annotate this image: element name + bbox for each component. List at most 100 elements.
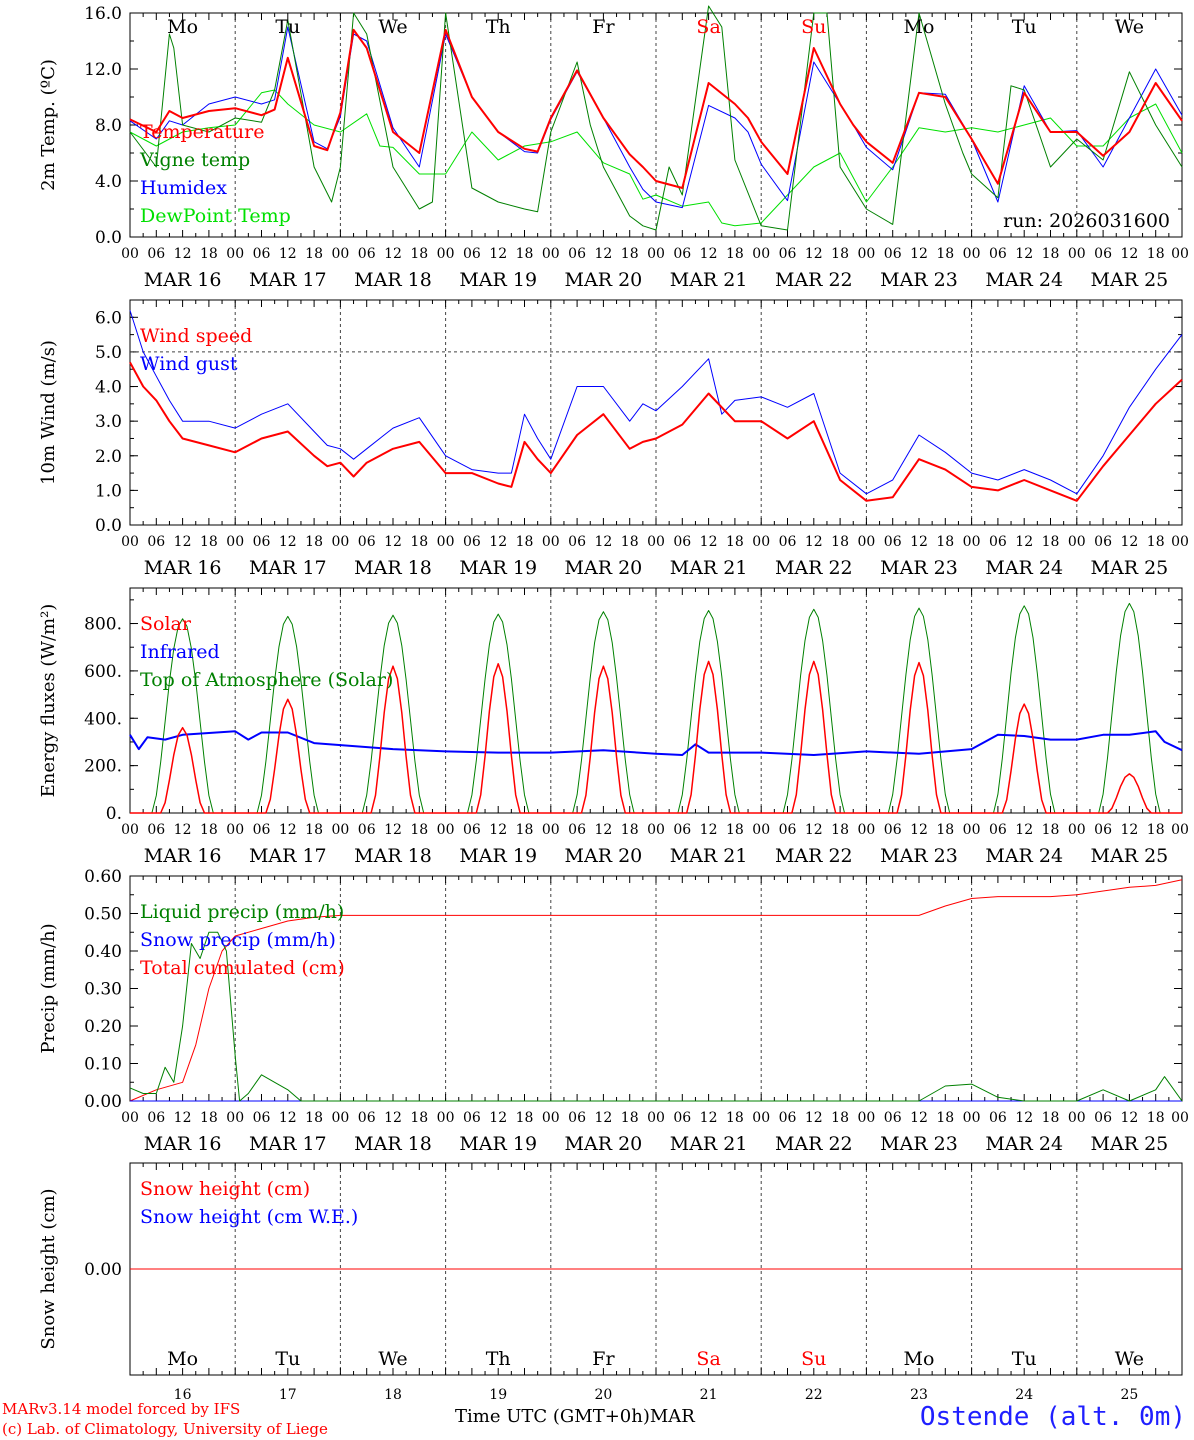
x-axis-month: MAR xyxy=(649,1406,695,1427)
x-hour-label: 06 xyxy=(779,246,797,262)
x-hour-label: 00 xyxy=(1171,1110,1189,1126)
x-hour-label: 00 xyxy=(542,1110,560,1126)
x-hour-label: 12 xyxy=(279,534,297,550)
x-hour-label: 12 xyxy=(910,822,928,838)
x-hour-label: 06 xyxy=(358,534,376,550)
x-hour-label: 18 xyxy=(726,1110,744,1126)
legend-entry: DewPoint Temp xyxy=(140,205,291,227)
x-date-label: MAR 22 xyxy=(775,269,853,291)
x-hour-label: 00 xyxy=(121,1110,139,1126)
y-tick-label: 0.00 xyxy=(84,1092,122,1112)
x-date-label: MAR 20 xyxy=(565,1133,643,1155)
x-hour-label: 00 xyxy=(857,246,875,262)
x-hour-label: 12 xyxy=(805,822,823,838)
x-hour-label: 12 xyxy=(594,246,612,262)
x-hour-label: 00 xyxy=(226,1110,244,1126)
x-hour-label: 18 xyxy=(621,822,639,838)
y-tick-label: 1.0 xyxy=(95,481,122,501)
y-tick-label: 0.40 xyxy=(84,942,122,962)
x-hour-label: 06 xyxy=(463,822,481,838)
x-date-label: MAR 18 xyxy=(354,557,432,579)
day-number-label: 24 xyxy=(1015,1387,1033,1403)
day-number-label: 20 xyxy=(594,1387,612,1403)
day-number-label: 23 xyxy=(910,1387,928,1403)
x-hour-label: 12 xyxy=(1015,1110,1033,1126)
x-hour-label: 06 xyxy=(673,534,691,550)
series-total-cumulated-cm- xyxy=(129,879,1183,1102)
x-date-label: MAR 23 xyxy=(880,1133,958,1155)
x-hour-label: 00 xyxy=(963,1110,981,1126)
x-date-label: MAR 21 xyxy=(670,1133,748,1155)
x-hour-label: 12 xyxy=(279,822,297,838)
x-hour-label: 06 xyxy=(358,1110,376,1126)
x-date-label: MAR 17 xyxy=(249,845,327,867)
x-hour-label: 06 xyxy=(989,246,1007,262)
x-hour-label: 12 xyxy=(1120,534,1138,550)
day-number-label: 25 xyxy=(1120,1387,1138,1403)
model-credit: MARv3.14 model forced by IFS xyxy=(2,1400,241,1418)
day-number-label: 22 xyxy=(805,1387,823,1403)
x-date-label: MAR 18 xyxy=(354,845,432,867)
x-hour-label: 06 xyxy=(253,1110,271,1126)
x-hour-label: 12 xyxy=(700,246,718,262)
x-hour-label: 18 xyxy=(831,1110,849,1126)
x-hour-label: 12 xyxy=(174,534,192,550)
series-liquid-precip-mm-h- xyxy=(129,931,1183,1102)
y-tick-label: 200. xyxy=(84,757,122,777)
station-name: Ostende (alt. 0m) xyxy=(919,1402,1186,1432)
x-hour-label: 06 xyxy=(989,534,1007,550)
series-solar xyxy=(130,660,1182,814)
weekday-label-bottom: We xyxy=(1115,1348,1144,1370)
weekday-label-top: We xyxy=(378,16,407,38)
x-hour-label: 06 xyxy=(884,246,902,262)
legend-entry: Humidex xyxy=(140,177,227,199)
x-hour-label: 00 xyxy=(226,246,244,262)
x-hour-label: 12 xyxy=(700,1110,718,1126)
x-date-label: MAR 19 xyxy=(459,557,537,579)
x-hour-label: 12 xyxy=(594,822,612,838)
x-hour-label: 06 xyxy=(779,822,797,838)
x-hour-label: 12 xyxy=(384,1110,402,1126)
x-hour-label: 00 xyxy=(121,822,139,838)
x-hour-label: 06 xyxy=(989,822,1007,838)
y-tick-label: 12.0 xyxy=(84,60,122,80)
x-hour-label: 18 xyxy=(726,534,744,550)
x-hour-label: 00 xyxy=(437,246,455,262)
lab-credit: (c) Lab. of Climatology, University of L… xyxy=(2,1420,328,1438)
y-tick-label: 600. xyxy=(84,662,122,682)
weekday-label-bottom: Su xyxy=(801,1348,826,1370)
x-hour-label: 00 xyxy=(331,822,349,838)
x-date-label: MAR 22 xyxy=(775,557,853,579)
x-hour-label: 12 xyxy=(1120,1110,1138,1126)
x-hour-label: 06 xyxy=(779,534,797,550)
x-hour-label: 12 xyxy=(594,1110,612,1126)
x-hour-label: 00 xyxy=(857,534,875,550)
legend-entry: Snow height (cm) xyxy=(140,1178,310,1200)
y-axis-label: Precip (mm/h) xyxy=(38,923,59,1053)
x-hour-label: 06 xyxy=(358,822,376,838)
weekday-label-bottom: Th xyxy=(486,1348,511,1370)
x-hour-label: 00 xyxy=(963,534,981,550)
x-hour-label: 00 xyxy=(1068,822,1086,838)
x-hour-label: 12 xyxy=(910,246,928,262)
weekday-label-bottom: We xyxy=(378,1348,407,1370)
x-hour-label: 00 xyxy=(1171,822,1189,838)
x-date-label: MAR 18 xyxy=(354,269,432,291)
x-hour-label: 06 xyxy=(673,246,691,262)
y-tick-label: 0.60 xyxy=(84,867,122,887)
x-hour-label: 06 xyxy=(463,1110,481,1126)
x-date-label: MAR 21 xyxy=(670,269,748,291)
day-number-label: 18 xyxy=(384,1387,402,1403)
weekday-label-top: Sa xyxy=(696,16,720,38)
x-date-label: MAR 16 xyxy=(144,845,222,867)
x-hour-label: 00 xyxy=(647,822,665,838)
y-tick-label: 5.0 xyxy=(95,343,122,363)
weekday-label-bottom: Mo xyxy=(904,1348,935,1370)
x-hour-label: 12 xyxy=(489,246,507,262)
x-hour-label: 18 xyxy=(200,822,218,838)
weekday-label-top: Fr xyxy=(592,16,615,38)
x-hour-label: 18 xyxy=(726,822,744,838)
x-hour-label: 00 xyxy=(857,1110,875,1126)
x-hour-label: 00 xyxy=(121,534,139,550)
